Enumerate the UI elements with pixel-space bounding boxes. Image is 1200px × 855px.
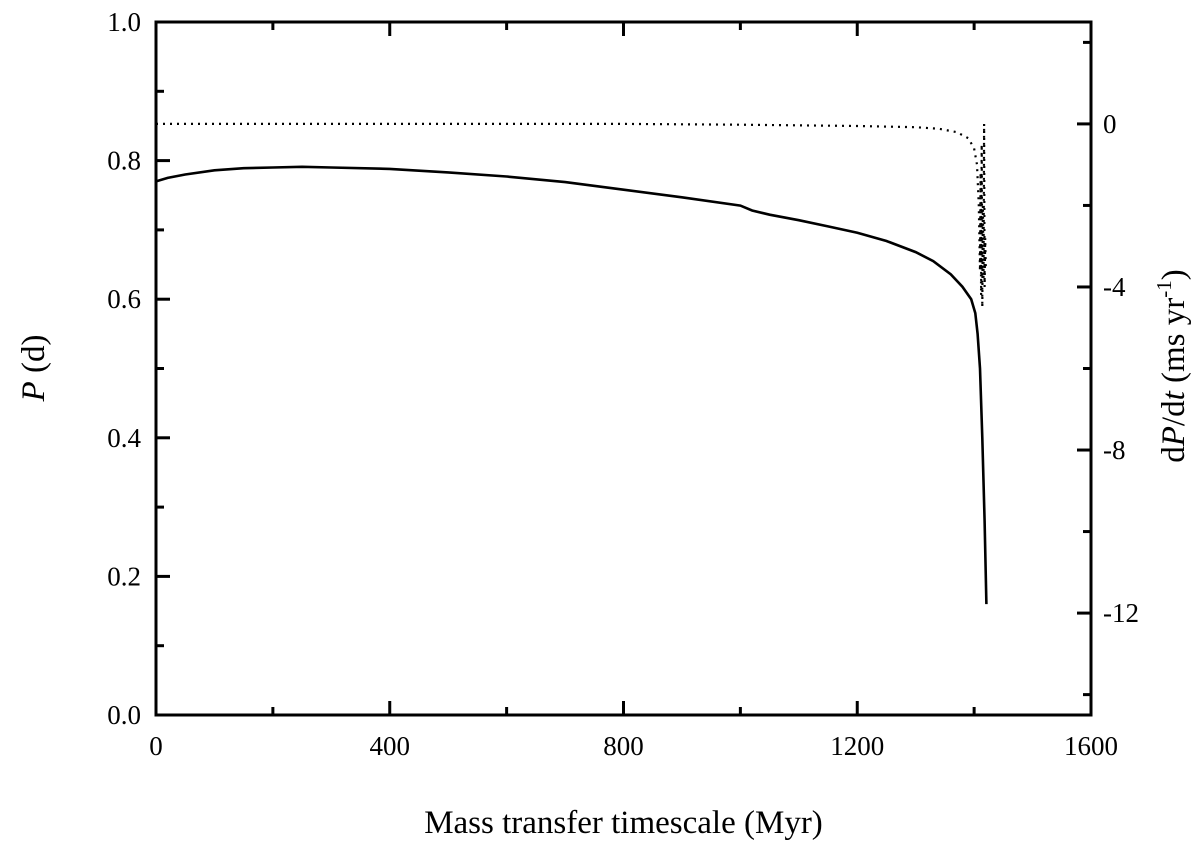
y-tick-label: 0.8 <box>107 146 141 176</box>
series <box>155 122 988 605</box>
y2-tick-label: -8 <box>1103 435 1126 465</box>
y-axis-label: P (d) <box>16 335 52 403</box>
x-tick-label: 1200 <box>830 731 884 761</box>
tick-labels: 0 400 800 1200 1600 0.0 0.2 0.4 0.6 0.8 1.0 0 -4 -8 -1… <box>107 7 1139 761</box>
y2-axis-label-sup: -1 <box>1152 280 1176 298</box>
y2-axis-label-end: ) <box>1156 269 1192 280</box>
dpdt-series-line <box>156 122 987 308</box>
y-tick-label: 1.0 <box>107 7 141 37</box>
y-tick-label: 0.0 <box>107 700 141 730</box>
y2-axis-label-t: t <box>1156 390 1192 400</box>
ticks <box>154 20 1093 717</box>
x-tick-label: 1600 <box>1064 731 1118 761</box>
y-axis-label-italic: P <box>16 381 52 402</box>
y2-axis-label-units: (ms yr <box>1156 298 1192 392</box>
y-tick-label: 0.6 <box>107 284 141 314</box>
y2-axis-label: dP/dt (ms yr-1) <box>1152 269 1192 463</box>
plot-frame <box>154 20 1093 717</box>
y-tick-label: 0.4 <box>107 423 141 453</box>
y2-axis-label-mid: /d <box>1156 400 1192 426</box>
y-axis-label-rest: (d) <box>16 335 52 382</box>
period-series-line <box>155 165 988 605</box>
x-tick-label: 0 <box>149 731 163 761</box>
y2-axis-label-pre: d <box>1156 446 1192 463</box>
x-axis-label: Mass transfer timescale (Myr) <box>424 805 823 841</box>
x-tick-label: 400 <box>370 731 411 761</box>
y2-tick-label: -12 <box>1103 598 1139 628</box>
y2-tick-label: -4 <box>1103 272 1126 302</box>
x-tick-label: 800 <box>603 731 644 761</box>
y-tick-label: 0.2 <box>107 561 141 591</box>
y2-tick-label: 0 <box>1103 109 1117 139</box>
y2-axis-label-p: P <box>1156 426 1192 447</box>
